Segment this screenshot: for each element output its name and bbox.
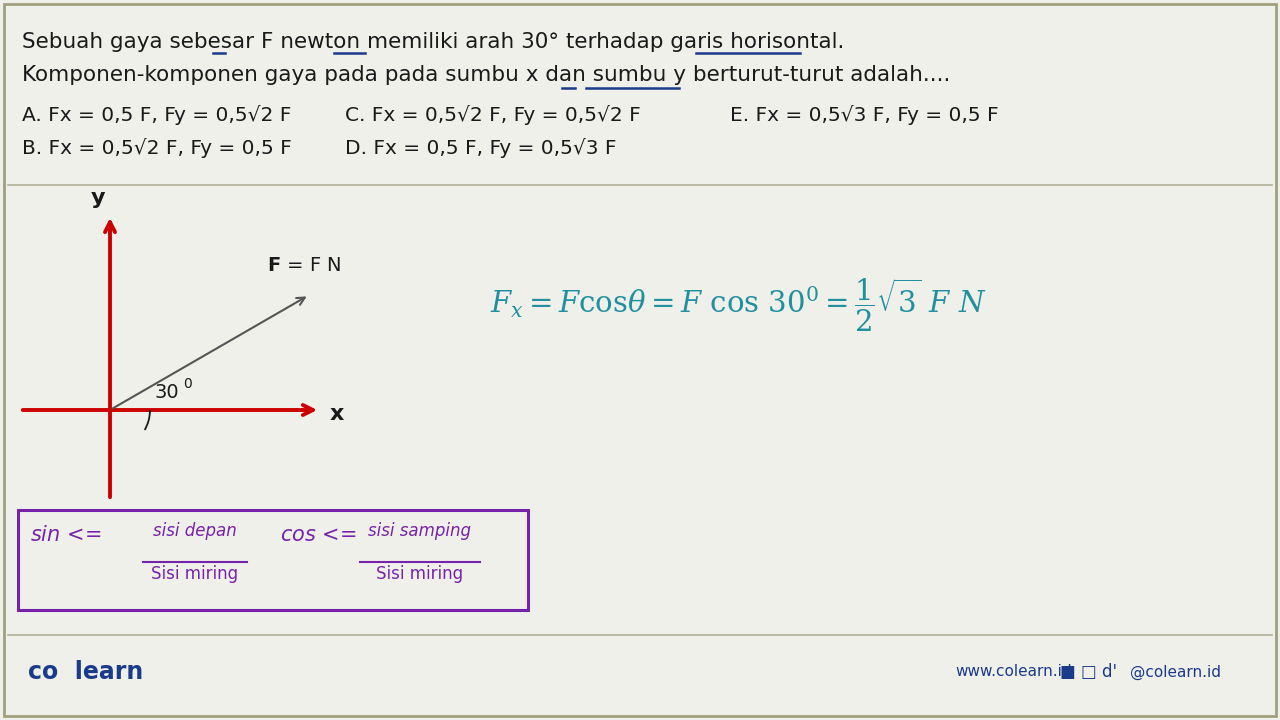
Text: co  learn: co learn [28,660,143,684]
Text: $\mathit{F}_x = \mathit{F}\mathrm{cos}\theta = F\ \mathrm{cos}\ 30^0 = \dfrac{1}: $\mathit{F}_x = \mathit{F}\mathrm{cos}\t… [490,276,987,333]
Text: Sisi miring: Sisi miring [376,565,463,583]
Text: sisi depan: sisi depan [154,522,237,540]
Text: B. Fx = 0,5√2 F, Fy = 0,5 F: B. Fx = 0,5√2 F, Fy = 0,5 F [22,138,292,158]
Text: E. Fx = 0,5√3 F, Fy = 0,5 F: E. Fx = 0,5√3 F, Fy = 0,5 F [730,105,998,125]
Text: ■ □ d': ■ □ d' [1060,663,1117,681]
Text: A. Fx = 0,5 F, Fy = 0,5√2 F: A. Fx = 0,5 F, Fy = 0,5√2 F [22,105,292,125]
Text: $\mathbf{F}$ = F N: $\mathbf{F}$ = F N [268,256,342,275]
Text: 30: 30 [155,382,179,402]
Text: Sebuah gaya sebesar F newton memiliki arah 30° terhadap garis horisontal.: Sebuah gaya sebesar F newton memiliki ar… [22,32,845,52]
Text: $sin$ <=: $sin$ <= [29,525,101,545]
Text: D. Fx = 0,5 F, Fy = 0,5√3 F: D. Fx = 0,5 F, Fy = 0,5√3 F [346,138,617,158]
Text: $cos$ <=: $cos$ <= [280,525,357,545]
Text: @colearn.id: @colearn.id [1130,665,1221,680]
Text: x: x [330,404,344,424]
Text: y: y [91,188,105,208]
Text: sisi samping: sisi samping [369,522,471,540]
Text: Sisi miring: Sisi miring [151,565,238,583]
FancyBboxPatch shape [4,4,1276,716]
Text: C. Fx = 0,5√2 F, Fy = 0,5√2 F: C. Fx = 0,5√2 F, Fy = 0,5√2 F [346,105,641,125]
Text: Komponen-komponen gaya pada pada sumbu x dan sumbu y berturut-turut adalah....: Komponen-komponen gaya pada pada sumbu x… [22,65,950,85]
Text: www.colearn.id: www.colearn.id [955,665,1071,680]
FancyBboxPatch shape [18,510,529,610]
Text: 0: 0 [183,377,192,391]
